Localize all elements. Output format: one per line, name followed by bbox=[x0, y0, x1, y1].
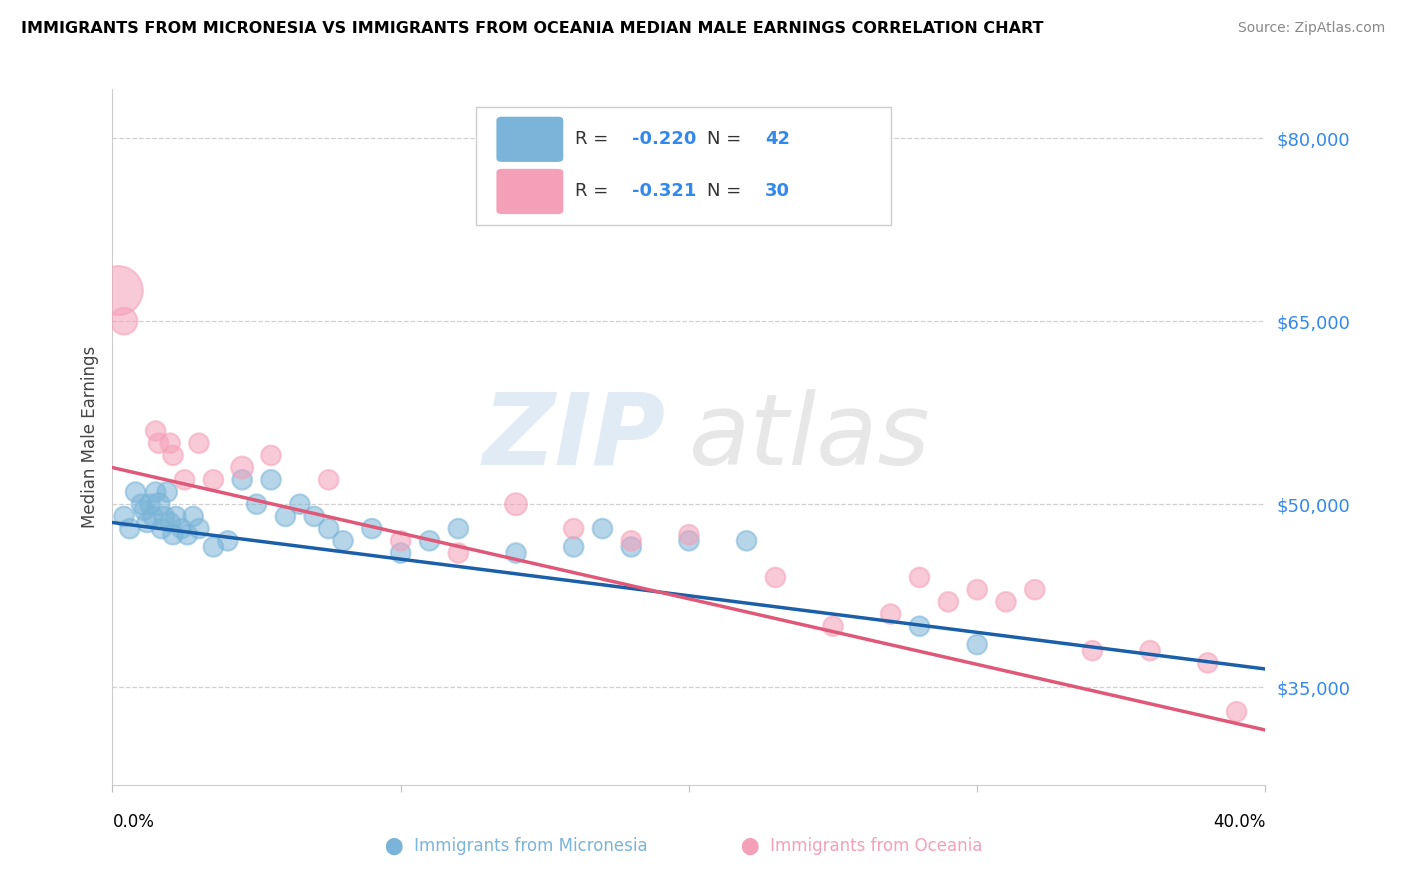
Point bbox=[562, 540, 585, 554]
Text: ZIP: ZIP bbox=[482, 389, 666, 485]
Point bbox=[318, 522, 340, 536]
Point bbox=[145, 424, 167, 438]
Point bbox=[181, 509, 204, 524]
Point bbox=[562, 522, 585, 536]
Point bbox=[938, 595, 960, 609]
Text: 40.0%: 40.0% bbox=[1213, 813, 1265, 830]
Text: 30: 30 bbox=[765, 183, 790, 201]
Point bbox=[107, 284, 129, 298]
Text: N =: N = bbox=[707, 130, 748, 148]
Point bbox=[678, 527, 700, 541]
FancyBboxPatch shape bbox=[475, 106, 891, 225]
Point bbox=[129, 497, 153, 511]
Point bbox=[156, 485, 179, 500]
Point bbox=[966, 582, 988, 597]
Point bbox=[202, 473, 225, 487]
Point bbox=[389, 546, 412, 560]
Point bbox=[821, 619, 844, 633]
Point bbox=[966, 638, 988, 652]
Point bbox=[231, 460, 253, 475]
Point bbox=[112, 509, 135, 524]
Point bbox=[148, 436, 170, 450]
Point bbox=[274, 509, 297, 524]
Point bbox=[620, 533, 643, 548]
Point bbox=[1139, 643, 1161, 657]
Point bbox=[112, 314, 135, 328]
Text: ⬤  Immigrants from Oceania: ⬤ Immigrants from Oceania bbox=[741, 837, 983, 855]
Point bbox=[162, 527, 184, 541]
Point bbox=[246, 497, 269, 511]
FancyBboxPatch shape bbox=[496, 117, 564, 162]
Point bbox=[188, 436, 211, 450]
Point bbox=[159, 436, 181, 450]
Text: -0.220: -0.220 bbox=[633, 130, 697, 148]
Text: -0.321: -0.321 bbox=[633, 183, 697, 201]
Point bbox=[908, 570, 931, 584]
Point bbox=[620, 540, 643, 554]
Point bbox=[447, 546, 470, 560]
Point bbox=[505, 546, 527, 560]
Point bbox=[142, 509, 165, 524]
Point bbox=[260, 473, 283, 487]
Point bbox=[145, 485, 167, 500]
Point bbox=[136, 516, 159, 530]
Text: Source: ZipAtlas.com: Source: ZipAtlas.com bbox=[1237, 21, 1385, 35]
Point bbox=[159, 516, 181, 530]
Point bbox=[447, 522, 470, 536]
FancyBboxPatch shape bbox=[496, 169, 564, 214]
Point bbox=[231, 473, 253, 487]
Point bbox=[170, 522, 193, 536]
Text: 42: 42 bbox=[765, 130, 790, 148]
Text: IMMIGRANTS FROM MICRONESIA VS IMMIGRANTS FROM OCEANIA MEDIAN MALE EARNINGS CORRE: IMMIGRANTS FROM MICRONESIA VS IMMIGRANTS… bbox=[21, 21, 1043, 36]
Point bbox=[880, 607, 903, 621]
Point bbox=[995, 595, 1018, 609]
Point bbox=[134, 503, 156, 517]
Point bbox=[735, 533, 758, 548]
Point bbox=[139, 497, 162, 511]
Point bbox=[505, 497, 527, 511]
Point bbox=[217, 533, 239, 548]
Point bbox=[153, 509, 176, 524]
Y-axis label: Median Male Earnings: Median Male Earnings bbox=[80, 346, 98, 528]
Point bbox=[765, 570, 787, 584]
Text: ⬤  Immigrants from Micronesia: ⬤ Immigrants from Micronesia bbox=[385, 837, 647, 855]
Point bbox=[908, 619, 931, 633]
Text: R =: R = bbox=[575, 183, 614, 201]
Point bbox=[288, 497, 311, 511]
Point bbox=[332, 533, 354, 548]
Point bbox=[260, 449, 283, 463]
Point bbox=[678, 533, 700, 548]
Point bbox=[1197, 656, 1219, 670]
Point bbox=[419, 533, 441, 548]
Point bbox=[188, 522, 211, 536]
Point bbox=[150, 522, 173, 536]
Point bbox=[202, 540, 225, 554]
Point bbox=[162, 449, 184, 463]
Point bbox=[304, 509, 326, 524]
Point bbox=[389, 533, 412, 548]
Point bbox=[318, 473, 340, 487]
Point bbox=[176, 527, 198, 541]
Point bbox=[173, 473, 195, 487]
Point bbox=[1024, 582, 1046, 597]
Point bbox=[165, 509, 187, 524]
Text: R =: R = bbox=[575, 130, 614, 148]
Point bbox=[148, 497, 170, 511]
Text: 0.0%: 0.0% bbox=[112, 813, 155, 830]
Text: atlas: atlas bbox=[689, 389, 931, 485]
Point bbox=[124, 485, 146, 500]
Point bbox=[1081, 643, 1104, 657]
Point bbox=[1226, 705, 1249, 719]
Point bbox=[361, 522, 384, 536]
Point bbox=[592, 522, 614, 536]
Point bbox=[118, 522, 141, 536]
Text: N =: N = bbox=[707, 183, 748, 201]
